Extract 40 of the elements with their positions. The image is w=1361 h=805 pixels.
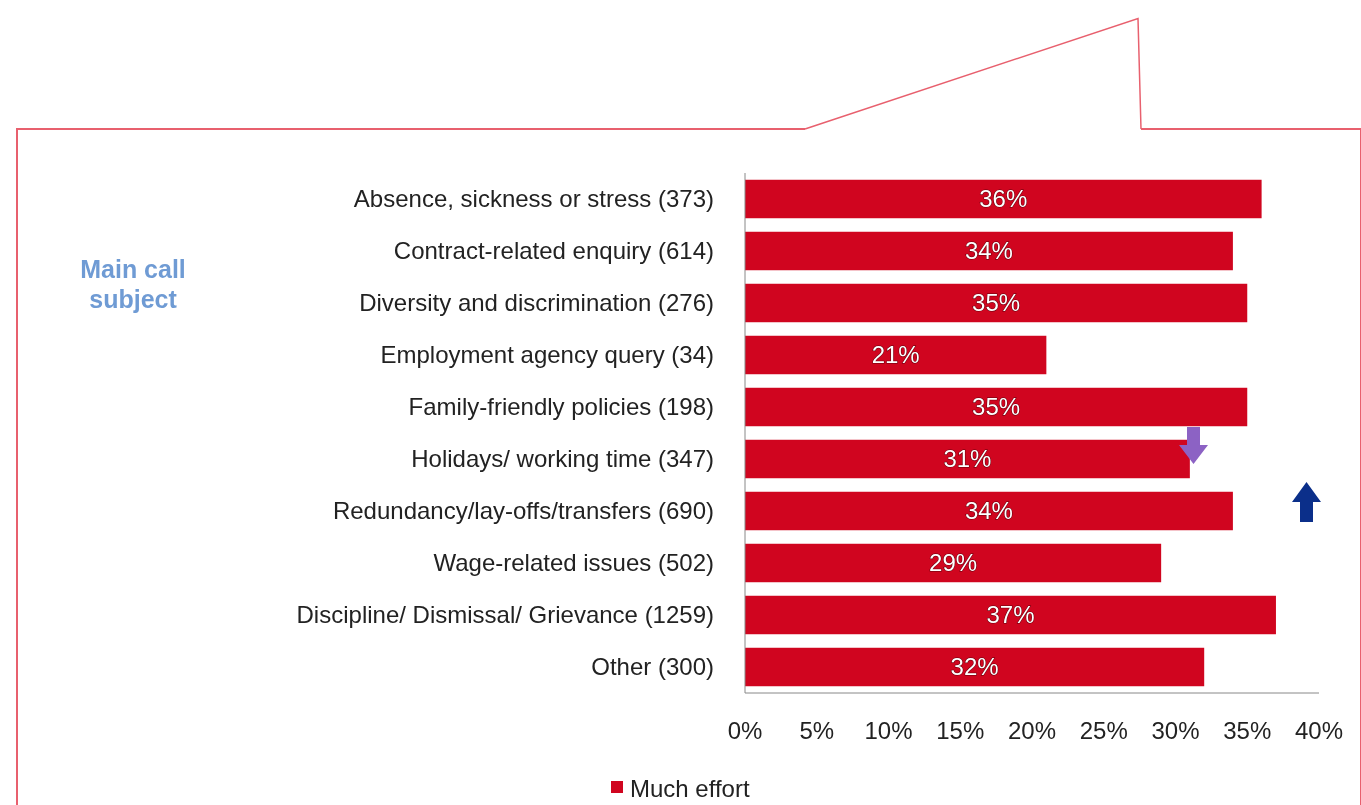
bar [745, 543, 1162, 583]
y-tick-label: Employment agency query (34) [380, 341, 714, 369]
y-tick-label: Contract-related enquiry (614) [393, 237, 714, 265]
bar [745, 283, 1248, 323]
y-axis-title: Main call subject [80, 255, 186, 313]
x-tick-label: 25% [1079, 717, 1128, 744]
legend-label: Much effort [630, 775, 750, 802]
x-tick-label: 5% [799, 717, 835, 744]
bar [745, 491, 1233, 531]
bar [745, 387, 1248, 427]
y-tick-label: Redundancy/lay-offs/transfers (690) [332, 497, 714, 525]
text: 21% [871, 341, 920, 369]
text: 36% [979, 185, 1028, 213]
y-tick-label: Other (300) [591, 653, 714, 681]
text: 34% [964, 237, 1013, 265]
y-tick-label: Holidays/ working time (347) [411, 445, 714, 473]
x-tick-label: 0% [727, 717, 763, 744]
x-tick-label: 10% [864, 717, 913, 744]
text: 29% [929, 549, 978, 577]
text: 31% [943, 445, 992, 473]
y-tick-label: Family-friendly policies (198) [408, 393, 714, 421]
y-tick-label: Discipline/ Dismissal/ Grievance (1259) [296, 601, 714, 629]
bar [745, 179, 1262, 219]
y-tick-label: Absence, sickness or stress (373) [353, 185, 714, 213]
y-tick-label: Diversity and discrimination (276) [359, 289, 714, 317]
x-tick-label: 40% [1294, 717, 1344, 744]
x-tick-label: 30% [1151, 717, 1200, 744]
x-tick-label: 35% [1223, 717, 1272, 744]
text: 35% [972, 393, 1021, 421]
bar [745, 595, 1276, 635]
bar [745, 231, 1233, 271]
bar [745, 647, 1205, 687]
x-tick-label: 15% [936, 717, 985, 744]
y-tick-label: Wage-related issues (502) [433, 549, 714, 577]
text: 37% [986, 601, 1035, 629]
bar [745, 335, 1047, 375]
text: 35% [972, 289, 1021, 317]
x-tick-label: 20% [1007, 717, 1057, 744]
text: 32% [950, 653, 999, 681]
text: 34% [964, 497, 1013, 525]
